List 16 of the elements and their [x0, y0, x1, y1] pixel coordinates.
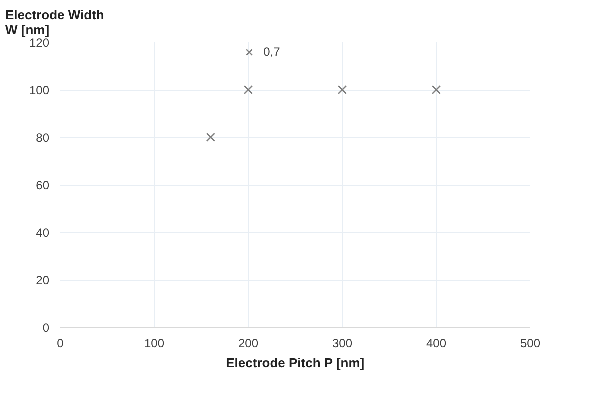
- x-tick-label: 0: [57, 336, 64, 350]
- x-tick-label: 300: [332, 336, 353, 350]
- x-axis-title: Electrode Pitch P [nm]: [226, 356, 365, 370]
- y-tick-label: 80: [36, 131, 50, 145]
- x-tick-label: 100: [144, 336, 165, 350]
- y-axis-title: Electrode Width W [nm]: [6, 8, 104, 38]
- x-tick-label: 500: [520, 336, 541, 350]
- y-tick-label: 0: [42, 321, 50, 335]
- y-tick-label: 60: [36, 178, 50, 192]
- y-tick-label: 40: [36, 226, 50, 240]
- y-tick-label: 120: [29, 36, 50, 50]
- y-tick-label: 20: [36, 274, 50, 288]
- legend-label: 0,7: [264, 45, 282, 59]
- x-tick-label: 400: [426, 336, 447, 350]
- x-tick-label: 200: [238, 336, 259, 350]
- y-tick-label: 100: [29, 84, 50, 98]
